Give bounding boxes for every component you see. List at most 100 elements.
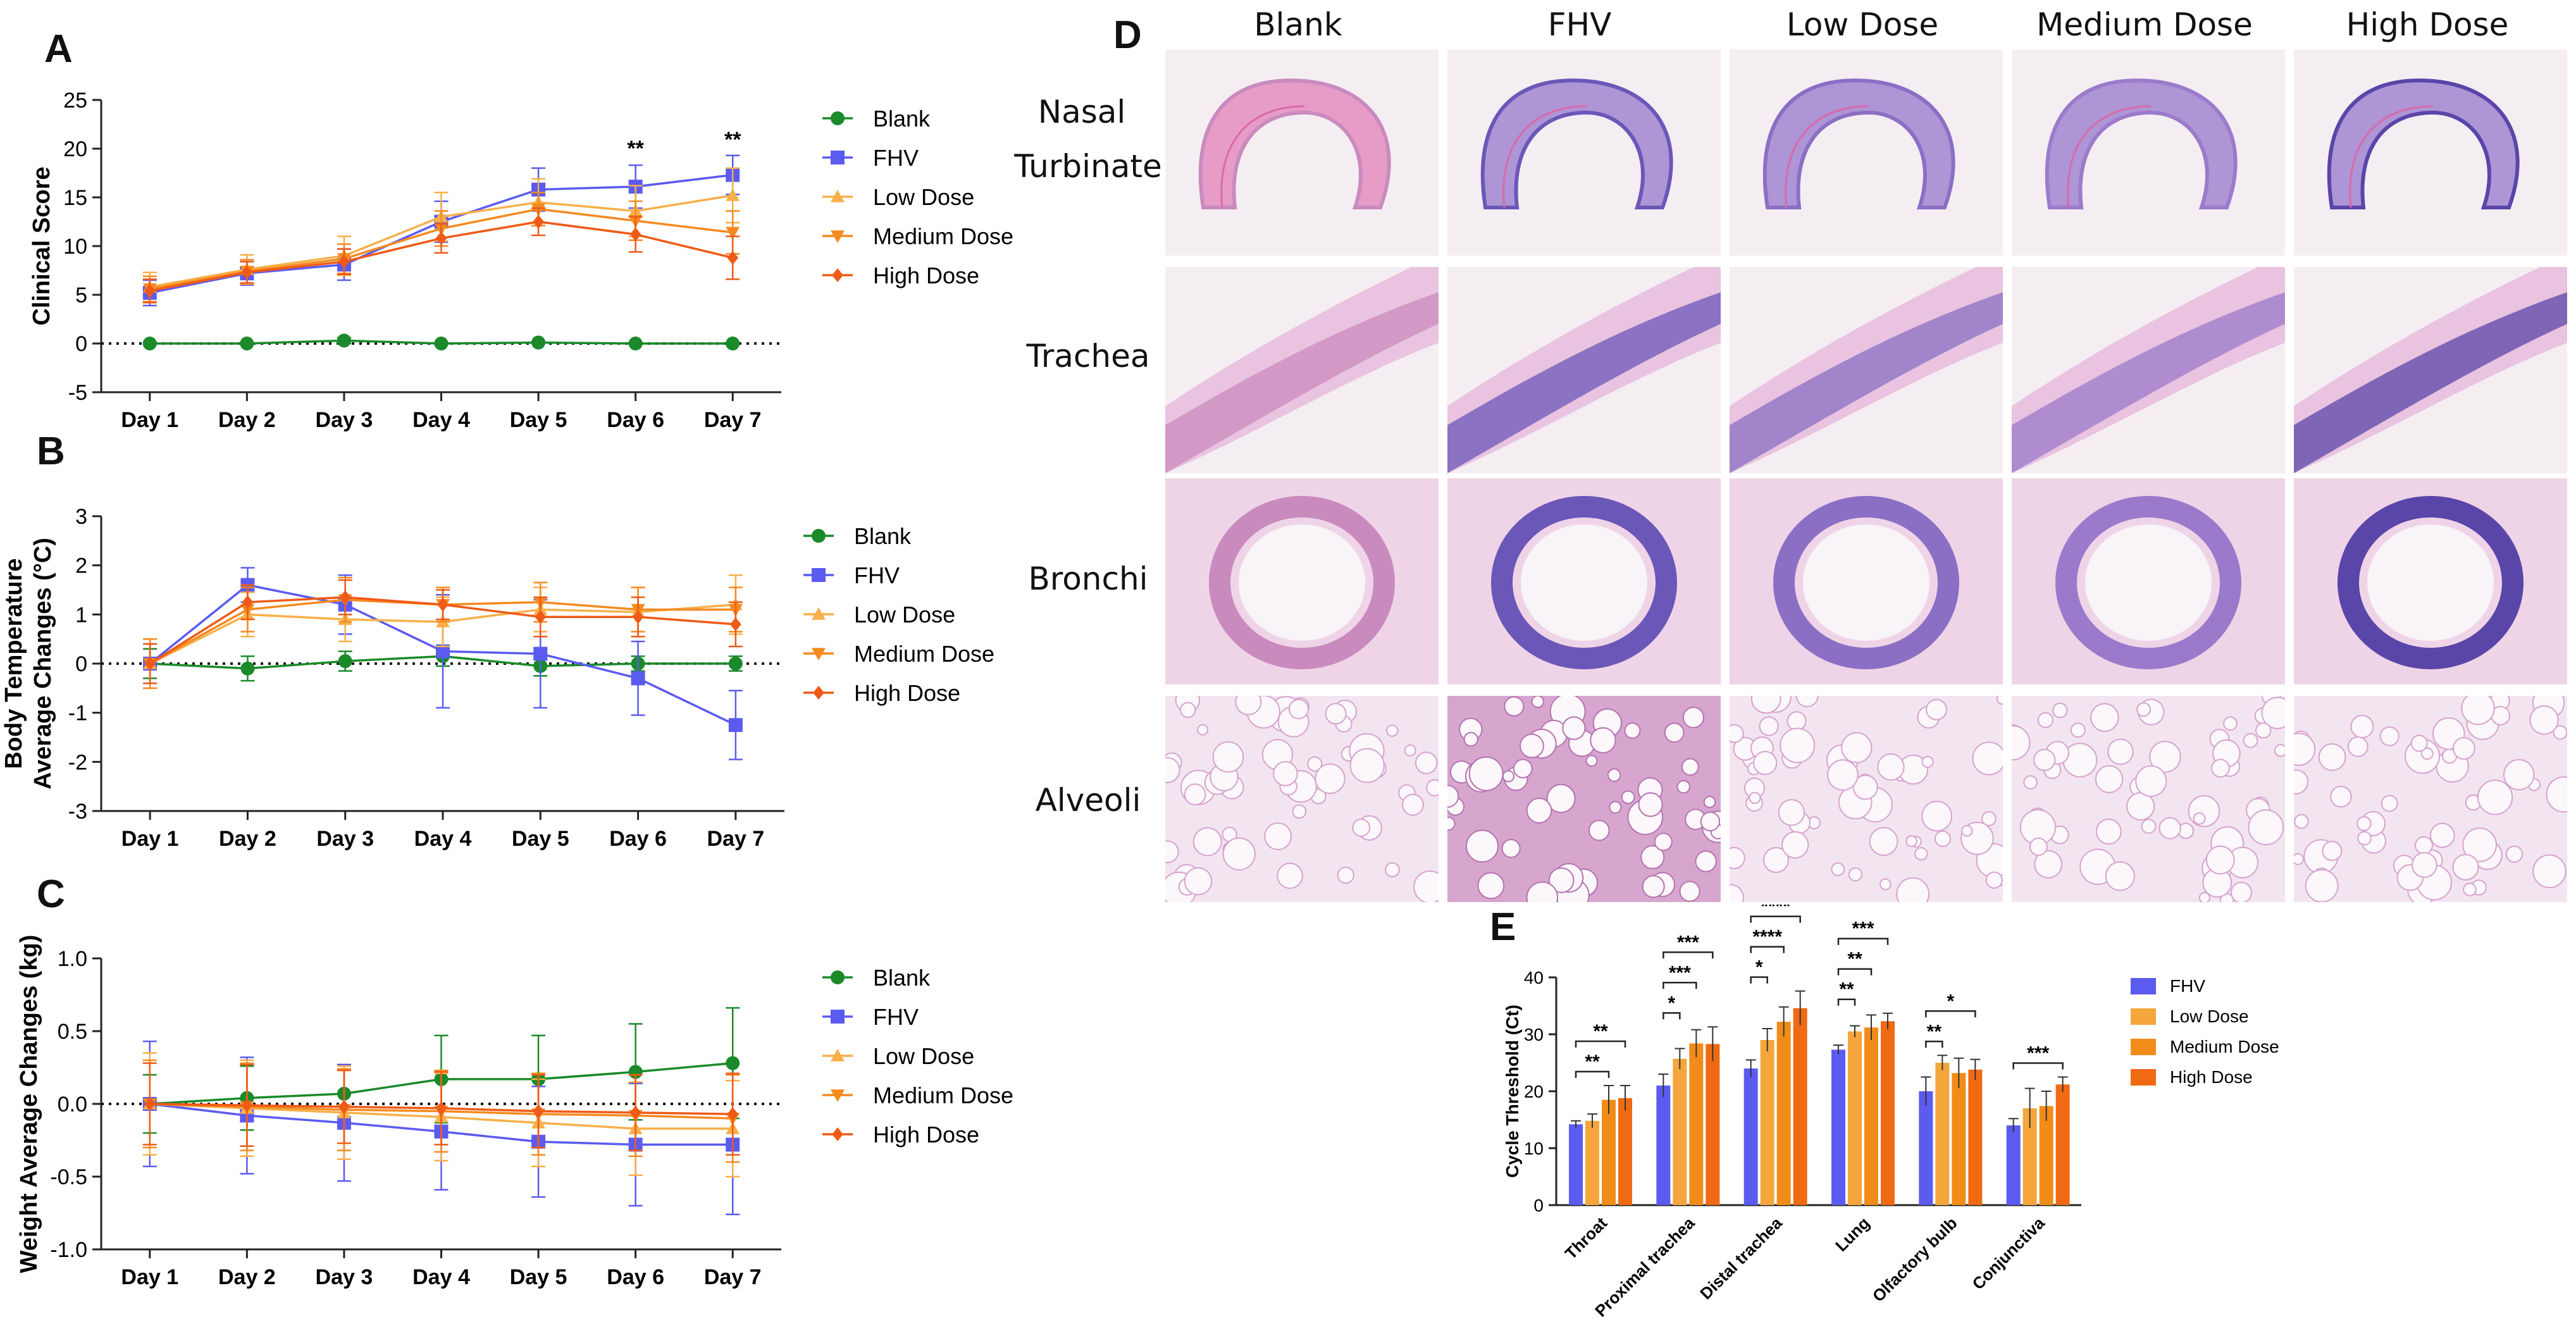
series-high xyxy=(143,579,743,684)
y-tick-label: 0 xyxy=(1533,1196,1544,1215)
significance-bracket xyxy=(1837,938,1889,945)
tissue-alveolus xyxy=(2107,738,2134,765)
tissue-alveolus xyxy=(2033,748,2056,771)
tissue-edge xyxy=(2067,105,2152,208)
data-point xyxy=(338,1099,350,1114)
tissue-fold xyxy=(1198,78,1391,209)
tissue-alveolus xyxy=(1531,696,1545,709)
tissue-lumen xyxy=(1803,524,1929,641)
tissue-alveolus xyxy=(2532,854,2567,889)
legend-label: Blank xyxy=(873,965,931,991)
x-tick-label: Throat xyxy=(1561,1213,1611,1263)
data-point xyxy=(240,661,255,676)
legend-label: Medium Dose xyxy=(873,223,1013,249)
tissue-alveolus xyxy=(1759,716,1779,736)
tissue-alveolus xyxy=(1384,862,1400,877)
legend-marker xyxy=(812,529,826,543)
tissue-bronchus-ring xyxy=(1491,496,1677,669)
tissue-alveolus xyxy=(2529,705,2559,735)
legend-marker xyxy=(831,1049,845,1062)
data-point xyxy=(730,617,741,631)
histology-image-trachea-medium xyxy=(2012,267,2285,473)
x-tick-label: Day 1 xyxy=(121,1265,178,1289)
series-high xyxy=(142,207,740,304)
histology-image-alveoli-medium xyxy=(2012,696,2285,902)
y-tick-label: 20 xyxy=(1524,1082,1544,1101)
tissue-alveolus xyxy=(2193,812,2206,825)
data-point xyxy=(535,610,547,624)
bar xyxy=(2055,1084,2070,1205)
tissue-alveolus xyxy=(1292,804,1307,819)
tissue-alveolus xyxy=(1273,761,1298,786)
histology-image-bronchi-high xyxy=(2294,478,2567,684)
legend-label: Medium Dose xyxy=(873,1082,1013,1108)
panel-letter-e: E xyxy=(1490,905,1516,949)
body-temperature-chart: -3 -2 -1 0 1 2 3 Day 1 Day 2 Day 3 Day 4 Day 5 Day 6… xyxy=(1,505,994,851)
data-point xyxy=(726,188,740,201)
significance-label: * xyxy=(1947,991,1954,1012)
tissue-alveolus xyxy=(1513,758,1533,779)
x-tick-label: Day 2 xyxy=(219,827,276,851)
tissue-bronchus-ring xyxy=(1209,496,1395,669)
data-point xyxy=(339,590,351,605)
significance-label: ** xyxy=(1927,1021,1942,1042)
tissue-alveolus xyxy=(2095,765,2124,793)
x-tick-label: Day 6 xyxy=(607,408,664,432)
tissue-alveolus xyxy=(2411,851,2437,878)
y-tick-label: 1 xyxy=(75,603,87,627)
tissue-alveolus xyxy=(1562,716,1586,740)
histology-image-bronchi-blank xyxy=(1165,478,1439,684)
tissue-alveolus xyxy=(2379,726,2400,746)
tissue-edge xyxy=(1785,105,1869,208)
tissue-alveolus xyxy=(1996,696,2003,705)
data-point xyxy=(726,337,740,350)
legend-label: Low Dose xyxy=(873,1043,974,1069)
bar xyxy=(1656,1086,1671,1205)
data-point xyxy=(435,231,447,245)
histology-row-turbinate: Turbinate xyxy=(1014,148,1162,185)
y-tick-label: 5 xyxy=(75,283,87,307)
legend-swatch xyxy=(2131,1008,2156,1025)
data-point xyxy=(631,671,645,686)
tissue-alveolus xyxy=(1753,750,1778,776)
tissue-alveolus xyxy=(2037,712,2053,728)
significance-label: ** xyxy=(1839,979,1854,1000)
tissue-alveolus xyxy=(1197,724,1209,736)
significance-annotation: ** xyxy=(724,128,741,152)
tissue-epithelium xyxy=(1730,292,2003,473)
tissue-alveolus xyxy=(2461,696,2495,726)
bar xyxy=(1776,1022,1791,1205)
data-point xyxy=(437,597,449,612)
legend-marker xyxy=(831,970,845,984)
tissue-alveolus xyxy=(2305,869,2339,902)
tissue-alveolus xyxy=(1352,819,1371,837)
tissue-alveolus xyxy=(1277,862,1303,889)
tissue-alveolus xyxy=(2553,725,2567,740)
tissue-alveolus xyxy=(1315,763,1346,795)
data-point xyxy=(726,226,740,240)
x-tick-label: Conjunctiva xyxy=(1968,1213,2048,1294)
tissue-alveolus xyxy=(1700,811,1721,832)
legend-marker xyxy=(812,607,826,620)
panel-letter-a: A xyxy=(44,27,73,71)
histology-tissue xyxy=(1730,267,2003,473)
y-axis-label: Body Temperature xyxy=(1,559,27,769)
histology-image-trachea-high xyxy=(2294,267,2567,473)
data-point xyxy=(728,657,743,671)
tissue-fold xyxy=(2327,78,2520,209)
legend-marker xyxy=(831,1010,845,1024)
data-point xyxy=(533,214,544,229)
tissue-alveolus xyxy=(2462,827,2497,862)
y-tick-label: 0.5 xyxy=(58,1020,87,1044)
data-point xyxy=(338,654,352,669)
significance-label: ** xyxy=(1585,1051,1600,1072)
significance-bracket xyxy=(1925,1010,1976,1018)
tissue-alveolus xyxy=(1879,878,1892,891)
significance-bracket xyxy=(1750,946,1785,953)
legend-label: FHV xyxy=(854,562,900,588)
tissue-alveolus xyxy=(1426,779,1439,796)
tissue-alveolus xyxy=(1914,846,1928,861)
tissue-alveolus xyxy=(1730,846,1745,869)
tissue-alveolus xyxy=(1905,835,1917,847)
tissue-alveolus xyxy=(2463,882,2477,896)
